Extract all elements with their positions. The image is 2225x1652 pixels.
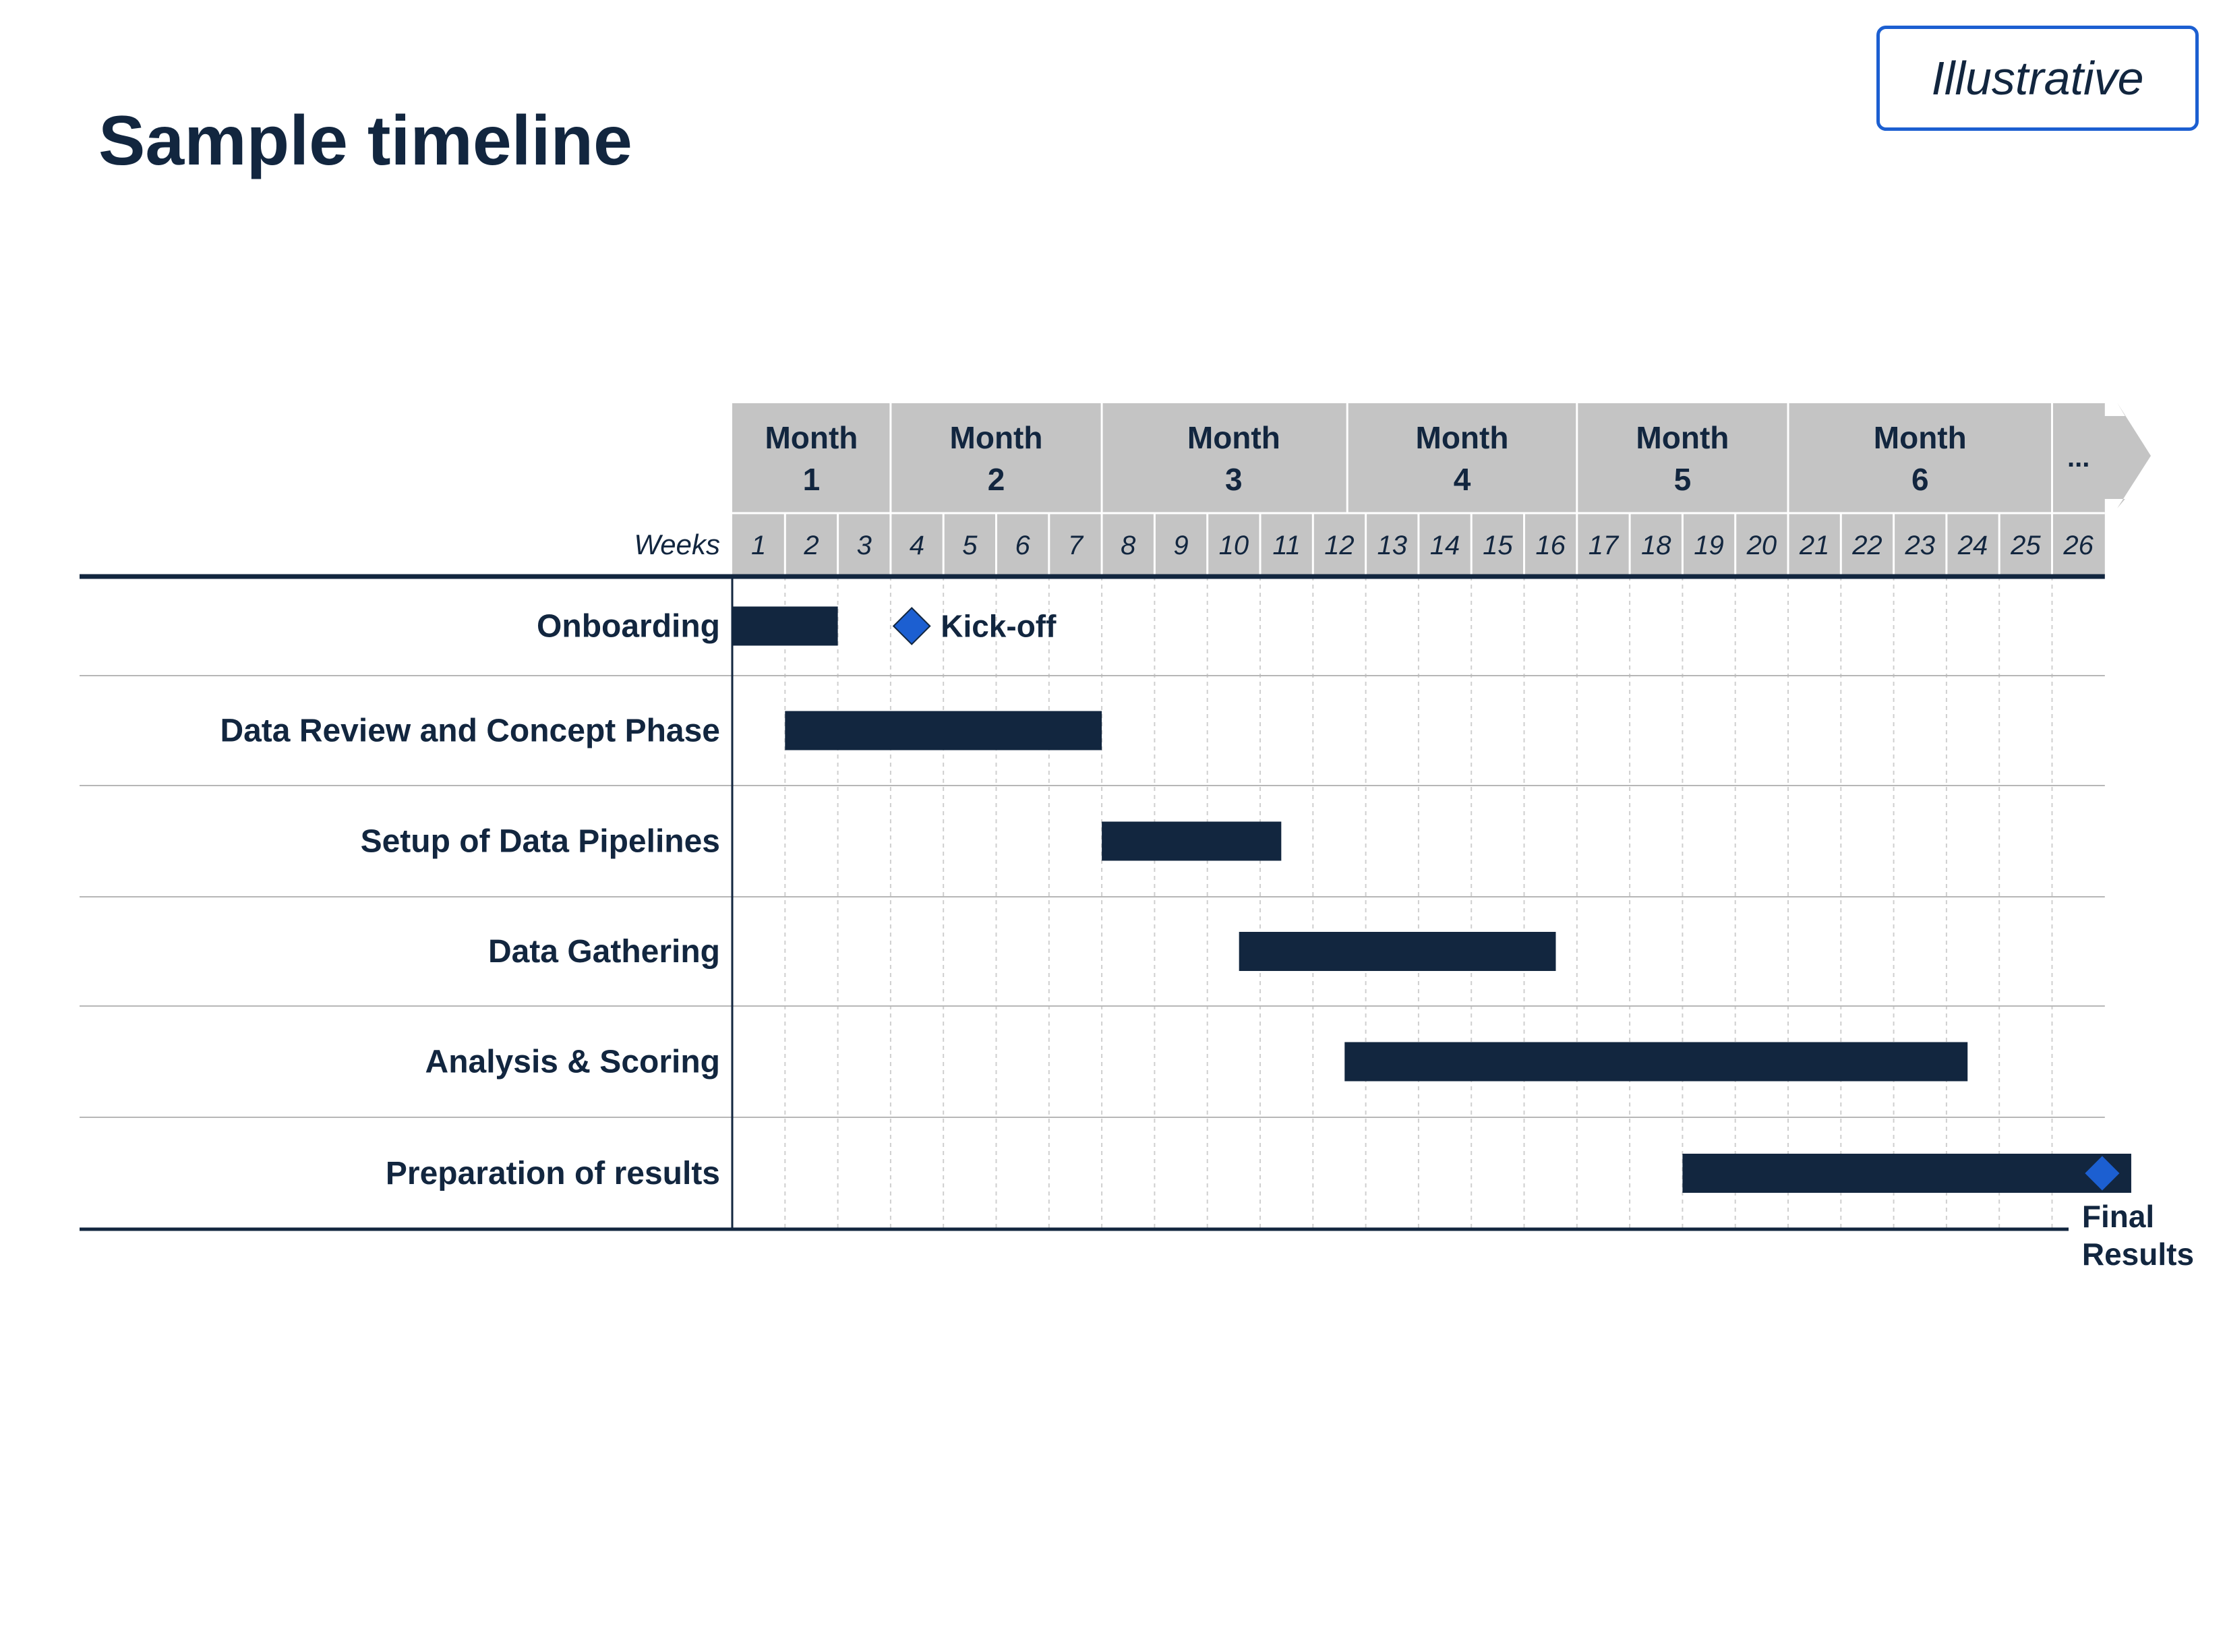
week-label-6: 6 (1015, 531, 1031, 560)
week-label-16: 16 (1535, 531, 1566, 560)
week-label-10: 10 (1219, 531, 1249, 560)
month-number-1: 1 (803, 462, 821, 497)
week-label-8: 8 (1121, 531, 1136, 560)
month-ellipsis: ... (2067, 443, 2089, 473)
month-number-6: 6 (1911, 462, 1929, 497)
milestone-diamond (892, 607, 931, 645)
task-label: Data Gathering (488, 934, 720, 970)
month-label-4: Month (1416, 420, 1509, 455)
week-label-22: 22 (1851, 531, 1882, 560)
week-label-12: 12 (1324, 531, 1355, 560)
month-label-1: Month (765, 420, 858, 455)
week-label-13: 13 (1377, 531, 1408, 560)
task-label: Setup of Data Pipelines (361, 824, 720, 860)
task-bar (1239, 932, 1556, 971)
milestone-label: Kick-off (941, 609, 1057, 644)
week-label-17: 17 (1589, 531, 1620, 560)
week-label-3: 3 (857, 531, 872, 560)
week-label-18: 18 (1641, 531, 1671, 560)
task-label: Preparation of results (386, 1156, 720, 1191)
milestone-label: Results (2082, 1237, 2194, 1272)
week-label-9: 9 (1173, 531, 1188, 560)
month-label-6: Month (1874, 420, 1967, 455)
timeline-arrow-head (2103, 403, 2151, 508)
week-label-20: 20 (1746, 531, 1777, 560)
week-label-7: 7 (1068, 531, 1084, 560)
month-label-3: Month (1187, 420, 1280, 455)
week-label-19: 19 (1694, 531, 1724, 560)
task-label: Data Review and Concept Phase (220, 713, 720, 749)
week-label-5: 5 (962, 531, 978, 560)
page-title: Sample timeline (98, 102, 632, 180)
week-label-11: 11 (1272, 531, 1301, 560)
week-label-15: 15 (1483, 531, 1513, 560)
illustrative-badge: Illustrative (1876, 26, 2199, 131)
month-number-5: 5 (1674, 462, 1692, 497)
week-label-21: 21 (1799, 531, 1830, 560)
month-number-4: 4 (1454, 462, 1471, 497)
month-number-2: 2 (988, 462, 1005, 497)
task-bar (1344, 1042, 1968, 1082)
week-label-2: 2 (803, 531, 819, 560)
week-label-14: 14 (1430, 531, 1460, 560)
task-bar (1682, 1154, 2131, 1193)
week-label-4: 4 (910, 531, 924, 560)
milestone-label: Final (2082, 1199, 2154, 1234)
week-label-25: 25 (2010, 531, 2041, 560)
week-label-26: 26 (2063, 531, 2094, 560)
task-label: Onboarding (537, 609, 720, 645)
month-label-2: Month (950, 420, 1043, 455)
month-number-3: 3 (1225, 462, 1243, 497)
weeks-axis-label: Weeks (634, 529, 720, 560)
task-bar (732, 606, 838, 646)
task-bar (1102, 821, 1282, 861)
week-label-1: 1 (751, 531, 766, 560)
task-label: Analysis & Scoring (425, 1044, 720, 1080)
week-label-24: 24 (1957, 531, 1988, 560)
milestone-diamond (2083, 1154, 2122, 1193)
task-bar (785, 711, 1102, 750)
week-label-23: 23 (1905, 531, 1936, 560)
month-label-5: Month (1636, 420, 1729, 455)
